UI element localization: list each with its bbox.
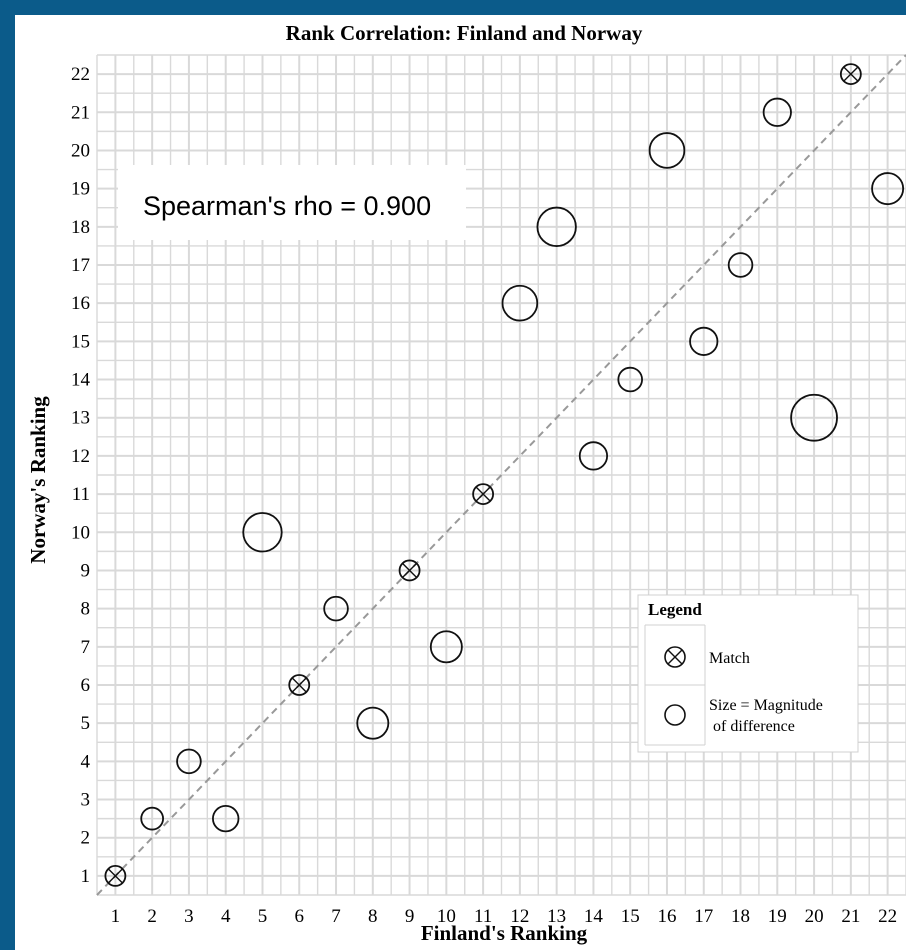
data-points (104, 63, 905, 887)
data-point (790, 393, 838, 442)
y-tick-label: 9 (81, 560, 91, 581)
y-tick-label: 14 (71, 370, 91, 391)
data-point (578, 441, 609, 471)
x-tick-label: 22 (878, 906, 897, 927)
data-point (429, 630, 463, 664)
spearman-annotation: Spearman's rho = 0.900 (143, 191, 431, 221)
y-tick-label: 8 (81, 599, 91, 620)
x-tick-labels: 1 2 3 4 5 6 7 8 9 10 11 12 13 14 15 16 17 18 19 20 21 22 (111, 906, 897, 927)
y-tick-label: 21 (71, 102, 90, 123)
x-tick-label: 4 (221, 906, 231, 927)
data-point (648, 132, 686, 169)
y-tick-label: 6 (81, 675, 91, 696)
data-point (176, 748, 202, 775)
y-tick-label: 4 (81, 751, 91, 772)
x-tick-label: 20 (805, 906, 824, 927)
x-tick-label: 10 (437, 906, 456, 927)
data-point-match (104, 865, 127, 887)
legend-match-marker-icon (664, 646, 686, 668)
data-point (727, 252, 754, 278)
data-point (536, 206, 577, 247)
y-tick-label: 7 (81, 637, 91, 658)
data-point (356, 706, 390, 740)
legend-size-label-line1: Size = Magnitude (709, 697, 823, 714)
data-point (689, 326, 719, 356)
x-axis-label: Finland's Ranking (421, 921, 588, 945)
y-tick-label: 15 (71, 331, 90, 352)
x-tick-label: 12 (510, 906, 529, 927)
legend-match-label: Match (709, 650, 750, 667)
x-tick-label: 9 (405, 906, 415, 927)
y-tick-label: 18 (71, 217, 90, 238)
data-point (212, 804, 240, 833)
y-tick-label: 11 (72, 484, 90, 505)
chart-title: Rank Correlation: Finland and Norway (286, 21, 643, 45)
x-tick-label: 2 (147, 906, 157, 927)
x-tick-label: 13 (547, 906, 566, 927)
y-axis-label: Norway's Ranking (26, 396, 50, 564)
x-tick-label: 11 (474, 906, 492, 927)
x-tick-label: 6 (295, 906, 305, 927)
y-tick-label: 12 (71, 446, 90, 467)
y-tick-label: 13 (71, 408, 90, 429)
x-tick-label: 1 (111, 906, 121, 927)
y-tick-label: 1 (81, 866, 91, 887)
y-tick-label: 2 (81, 828, 91, 849)
reference-line (96, 54, 906, 896)
data-point (242, 512, 283, 553)
y-tick-label: 3 (81, 790, 91, 811)
legend: Legend Match Size = Magnitude of differe… (637, 594, 859, 753)
data-point (140, 806, 164, 831)
data-point-match (398, 559, 421, 582)
x-tick-label: 3 (184, 906, 194, 927)
legend-size-label-line2: of difference (709, 718, 795, 735)
y-tick-label: 19 (71, 179, 90, 200)
y-tick-label: 10 (71, 522, 90, 543)
data-point-match (472, 483, 495, 505)
legend-title: Legend (648, 600, 702, 619)
x-tick-label: 8 (368, 906, 378, 927)
legend-size-marker-icon (664, 704, 686, 726)
data-point (501, 284, 539, 322)
data-point (762, 97, 792, 127)
x-tick-label: 14 (584, 906, 604, 927)
y-tick-label: 16 (71, 293, 90, 314)
x-tick-label: 7 (331, 906, 341, 927)
x-tick-label: 18 (731, 906, 750, 927)
x-tick-label: 21 (841, 906, 860, 927)
x-tick-label: 5 (258, 906, 268, 927)
data-point-match (288, 674, 311, 696)
y-tick-label: 22 (71, 64, 90, 85)
y-tick-label: 20 (71, 140, 90, 161)
chart-figure: Spearman's rho = 0.900 Legend Match Size… (15, 15, 906, 950)
y-tick-label: 17 (71, 255, 90, 276)
data-point (617, 366, 643, 393)
x-tick-label: 17 (694, 906, 713, 927)
scatter-chart: Spearman's rho = 0.900 Legend Match Size… (26, 21, 906, 945)
data-point (871, 172, 905, 206)
x-tick-label: 16 (657, 906, 676, 927)
annotation-box: Spearman's rho = 0.900 (118, 165, 466, 240)
data-point-match (839, 63, 862, 85)
y-tick-label: 5 (81, 713, 91, 734)
data-point (323, 595, 349, 622)
x-tick-label: 15 (621, 906, 640, 927)
x-tick-label: 19 (768, 906, 787, 927)
